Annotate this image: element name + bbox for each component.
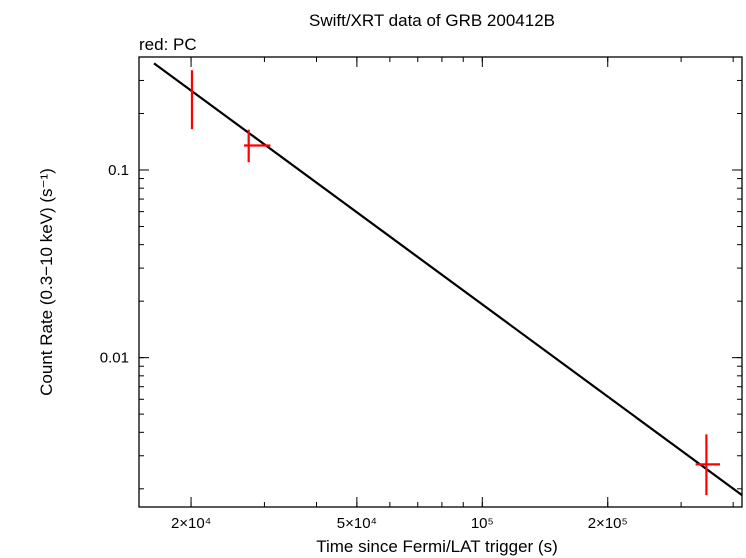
model-line-group — [153, 62, 743, 497]
x-tick-label: 2×10⁴ — [171, 515, 211, 532]
y-tick-label: 0.01 — [100, 350, 129, 367]
y-axis-ticks: 0.1 0.01 — [100, 56, 742, 490]
data-point — [190, 70, 194, 130]
data-points-group — [190, 70, 721, 496]
x-axis-label: Time since Fermi/LAT trigger (s) — [316, 537, 558, 556]
y-axis-label: Count Rate (0.3−10 keV) (s⁻¹) — [37, 168, 56, 396]
y-tick-label: 0.1 — [108, 162, 129, 179]
x-tick-label: 5×10⁴ — [337, 515, 377, 532]
x-axis-ticks: 2×10⁴ 5×10⁴ 10⁵ 2×10⁵ — [171, 57, 734, 532]
chart-subtitle: red: PC — [139, 35, 197, 54]
chart-title: Swift/XRT data of GRB 200412B — [309, 11, 555, 30]
plot-frame — [138, 56, 743, 508]
data-point — [695, 434, 721, 496]
model-fit-line — [153, 62, 743, 497]
x-tick-label: 10⁵ — [471, 515, 494, 532]
x-tick-label: 2×10⁵ — [588, 515, 628, 532]
data-point — [244, 129, 271, 163]
